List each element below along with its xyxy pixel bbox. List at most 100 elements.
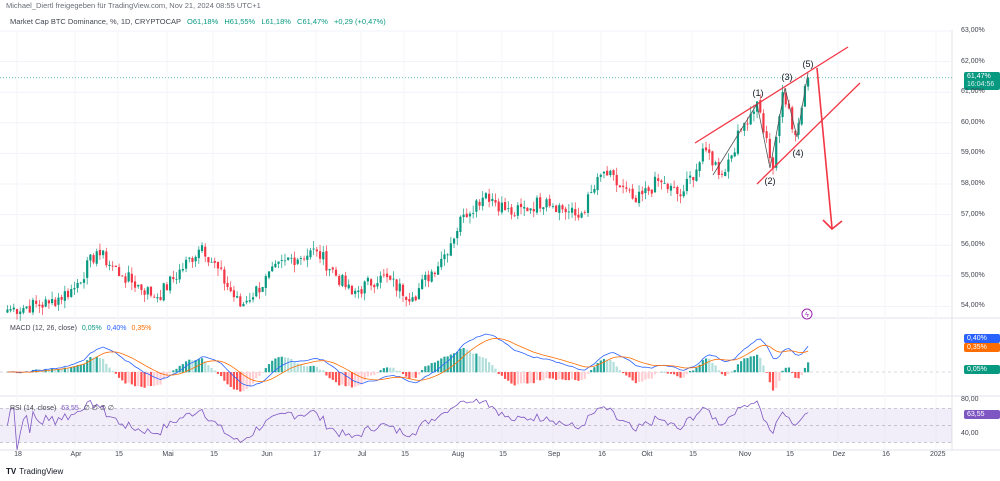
candle — [564, 208, 567, 213]
rsi-tag: 63,55 — [964, 410, 1000, 419]
macd-histogram-bar — [593, 367, 596, 373]
macd-histogram-bar — [366, 372, 369, 377]
candle — [331, 267, 334, 270]
macd-signal-tag: 0,35% — [964, 343, 1000, 352]
candle — [634, 197, 637, 203]
macd-histogram-bar — [427, 365, 430, 373]
rsi-title[interactable]: RSI (14, close) — [10, 405, 57, 412]
candle — [577, 214, 580, 218]
x-tick-label: Dez — [832, 451, 846, 458]
x-tick-label: 16 — [598, 451, 606, 458]
candle — [389, 275, 392, 280]
macd-histogram-bar — [287, 357, 290, 373]
candle — [433, 272, 436, 275]
candle — [609, 170, 612, 176]
wave-label: (2) — [765, 176, 776, 186]
candle — [516, 205, 519, 216]
macd-histogram-bar — [296, 363, 299, 373]
candle — [771, 157, 775, 169]
macd-histogram-bar — [497, 372, 500, 375]
candle — [124, 276, 127, 283]
candle — [593, 188, 596, 193]
candle — [54, 299, 57, 306]
candle — [232, 290, 236, 298]
candle — [570, 207, 574, 213]
macd-histogram-bar — [548, 372, 551, 379]
macd-histogram-bar — [564, 372, 567, 381]
wave-label: (1) — [753, 88, 764, 98]
candle — [210, 261, 213, 263]
candle — [137, 284, 140, 287]
candle — [385, 273, 389, 278]
macd-histogram-bar — [255, 372, 258, 379]
candle — [800, 107, 803, 125]
macd-histogram-bar — [328, 372, 331, 379]
macd-histogram-bar — [727, 372, 730, 374]
candle — [344, 275, 347, 288]
candle — [200, 245, 204, 252]
candle — [669, 185, 673, 191]
macd-histogram-bar — [567, 372, 570, 381]
macd-histogram-bar — [111, 370, 114, 373]
candle — [622, 185, 625, 188]
macd-histogram-bar — [775, 372, 778, 388]
candle — [146, 287, 149, 295]
candle — [781, 92, 784, 118]
macd-histogram-bar — [274, 358, 277, 373]
macd-histogram-bar — [267, 364, 271, 373]
candle — [156, 297, 159, 299]
symbol-title[interactable]: Market Cap BTC Dominance, %, 1D, CRYPTOC… — [10, 17, 181, 26]
macd-histogram-bar — [280, 356, 283, 373]
candle — [322, 252, 325, 260]
macd-histogram-bar — [609, 359, 612, 373]
macd-histogram-bar — [60, 369, 63, 373]
macd-histogram-bar — [127, 372, 130, 383]
footer: TV TradingView — [6, 467, 63, 476]
macd-histogram-bar — [542, 372, 545, 381]
macd-histogram-bar — [369, 372, 373, 376]
macd-line — [7, 333, 809, 387]
macd-histogram-bar — [590, 369, 593, 373]
macd-histogram-bar — [47, 369, 50, 373]
candle — [494, 199, 497, 203]
candle — [414, 296, 417, 301]
candle — [79, 282, 82, 284]
candle — [762, 113, 765, 133]
y-tick-label: 60,00% — [961, 118, 985, 126]
candle — [500, 202, 503, 213]
candle — [535, 197, 539, 213]
candle — [82, 279, 86, 283]
macd-histogram-bar — [124, 372, 127, 384]
macd-histogram-bar — [424, 366, 427, 373]
macd-histogram-bar — [153, 372, 156, 386]
candle — [395, 279, 398, 291]
candle — [264, 276, 267, 288]
x-tick-label: Okt — [641, 451, 653, 458]
candle — [446, 254, 449, 256]
macd-histogram-bar — [768, 372, 771, 383]
candle — [114, 265, 117, 268]
macd-histogram-bar — [787, 367, 791, 373]
candle — [44, 299, 47, 307]
macd-histogram-bar — [194, 360, 197, 373]
macd-title[interactable]: MACD (12, 26, close) — [10, 325, 77, 332]
candle — [334, 269, 338, 276]
elliott-wave-line — [712, 72, 809, 176]
candle — [178, 269, 181, 280]
macd-histogram-bar — [791, 372, 794, 373]
candle — [663, 182, 666, 184]
candle — [526, 207, 529, 212]
macd-histogram-bar — [181, 364, 184, 373]
macd-histogram-bar — [743, 358, 746, 373]
macd-histogram-bar — [535, 372, 539, 380]
candle — [57, 297, 60, 305]
macd-histogram-bar — [76, 365, 79, 373]
macd-histogram-bar — [172, 370, 175, 373]
macd-histogram-bar — [679, 372, 682, 378]
arrow-head-icon — [822, 219, 843, 231]
candle — [92, 255, 95, 263]
macd-histogram-bar — [363, 372, 366, 381]
macd-histogram-bar — [539, 372, 542, 381]
macd-histogram-bar — [130, 372, 133, 385]
